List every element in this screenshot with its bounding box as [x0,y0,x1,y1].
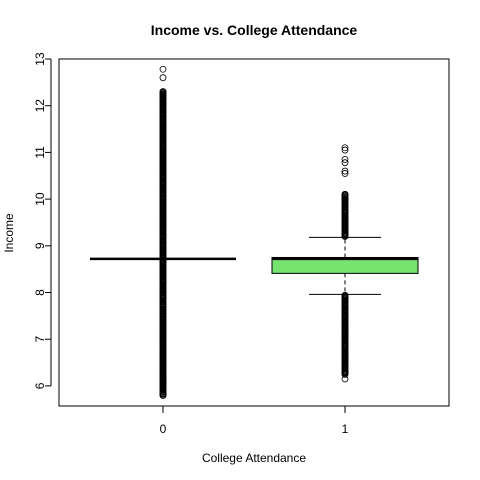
outliers-1 [341,144,349,383]
outlier-point [341,375,349,383]
outlier-point [159,391,167,399]
outlier-point [159,383,167,391]
x-axis-label: College Attendance [202,451,306,465]
outlier-point [159,90,167,98]
y-tick-label: 7 [33,336,47,343]
y-tick-label: 12 [33,99,47,113]
outlier-point [341,291,349,299]
y-tick-label: 13 [33,52,47,66]
box-iqr [271,256,419,274]
outlier-point [159,74,167,82]
outlier-point [159,380,167,387]
y-tick-label: 11 [33,146,47,159]
x-tick-label: 1 [342,422,349,436]
plot-area [90,65,419,399]
outlier-point [341,144,349,152]
y-tick-label: 6 [33,382,47,389]
outlier-point [341,167,349,175]
y-axis-label: Income [2,213,16,253]
y-tick-label: 9 [33,242,47,249]
outlier-point [159,95,167,103]
outliers-0 [159,65,167,399]
y-tick-label: 10 [33,192,47,206]
outlier-point [341,170,349,177]
outlier-point [341,146,349,154]
box-group-1 [271,144,419,383]
outlier-point [341,159,349,167]
box-group-0 [90,65,236,399]
outlier-point [159,88,167,96]
outlier-point [159,99,167,107]
plot-frame [58,58,450,407]
outlier-point [159,65,167,73]
y-axis: 6 7 8 9 10 11 12 13 [33,52,52,389]
x-tick-label: 0 [160,422,167,436]
chart-title: Income vs. College Attendance [151,22,358,38]
outlier-point [341,191,349,198]
outlier-point [341,156,349,163]
y-tick-label: 8 [33,289,47,296]
